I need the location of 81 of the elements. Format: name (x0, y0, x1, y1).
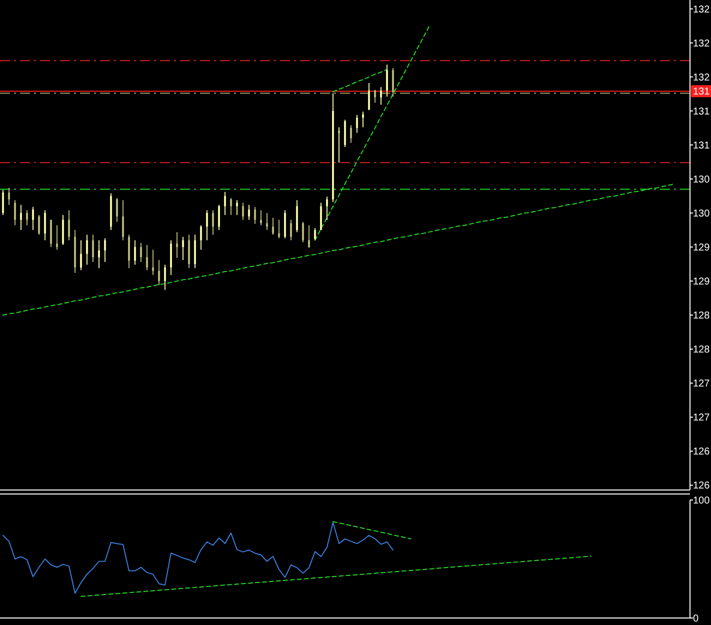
candlestick (200, 224, 202, 250)
y-tick-label: 131 (693, 106, 710, 118)
candlestick (356, 114, 358, 134)
candlestick (14, 200, 16, 226)
candlestick (278, 219, 280, 239)
candlestick (218, 204, 220, 231)
candlestick (32, 206, 34, 231)
candlestick (272, 217, 274, 236)
line-series (332, 68, 388, 92)
y-tick-label: 132 (693, 38, 710, 50)
candlestick (314, 227, 316, 241)
candlestick (386, 64, 388, 98)
candlestick (140, 242, 142, 263)
candlestick (242, 202, 244, 220)
y-tick-label: 126 (693, 480, 710, 492)
candlestick (176, 232, 178, 258)
line-series (2, 522, 394, 594)
candlestick (56, 224, 58, 250)
candlestick (194, 234, 196, 269)
candlestick (296, 200, 298, 233)
y-tick-label: 127 (693, 412, 710, 424)
candlestick (206, 210, 208, 241)
candlestick (308, 224, 310, 248)
candlestick (290, 219, 292, 241)
y-tick-label: 131 (693, 140, 710, 152)
y-tick-label: 0 (693, 614, 699, 624)
candlestick (230, 198, 232, 216)
candlestick (254, 206, 256, 224)
candlestick (158, 259, 160, 286)
y-tick-label: 130 (693, 208, 710, 220)
y-tick-label: 129 (693, 242, 710, 254)
candlestick (212, 210, 214, 236)
y-tick-label: 132 (693, 4, 710, 16)
candlestick (20, 204, 22, 231)
candlestick (122, 200, 124, 241)
y-tick-label: 129 (693, 276, 710, 288)
y-tick-label: 100 (693, 496, 710, 506)
candlestick (344, 119, 346, 148)
y-tick-label: 130 (693, 174, 710, 186)
candlestick (284, 210, 286, 239)
candlestick (146, 244, 148, 271)
candlestick (62, 214, 64, 246)
candlestick (98, 240, 100, 269)
candlestick (302, 221, 304, 243)
candlestick (86, 234, 88, 266)
candlestick (164, 264, 166, 290)
line-series (332, 521, 412, 540)
candlestick (338, 126, 340, 164)
candlestick (320, 202, 322, 231)
candlestick (8, 187, 10, 206)
candlestick (188, 234, 190, 269)
y-tick-label: 128 (693, 344, 710, 356)
y-tick-label: 132 (693, 72, 710, 84)
candlestick (116, 198, 118, 222)
candlestick (26, 210, 28, 226)
candlestick (266, 212, 268, 231)
candlestick (170, 240, 172, 276)
candlestick (44, 210, 46, 241)
candlestick (392, 68, 394, 98)
y-tick-label: 126 (693, 446, 710, 458)
y-tick-label: 128 (693, 310, 710, 322)
candlestick (104, 238, 106, 263)
candlestick (326, 196, 328, 220)
line-series (80, 556, 592, 597)
candlestick (182, 236, 184, 260)
candlestick (224, 191, 226, 216)
candlestick (380, 86, 382, 106)
candlestick (152, 249, 154, 276)
candlestick (374, 89, 376, 104)
candlestick (128, 234, 130, 269)
candlestick (68, 210, 70, 241)
candlestick (2, 189, 4, 216)
candlestick (38, 214, 40, 236)
candlestick (134, 240, 136, 266)
candlestick (92, 234, 94, 263)
candlestick (248, 204, 250, 220)
candlestick (50, 219, 52, 248)
y-tick-label: 127 (693, 378, 710, 390)
candlestick (350, 124, 352, 144)
candlestick (368, 82, 370, 111)
candlestick (80, 240, 82, 271)
